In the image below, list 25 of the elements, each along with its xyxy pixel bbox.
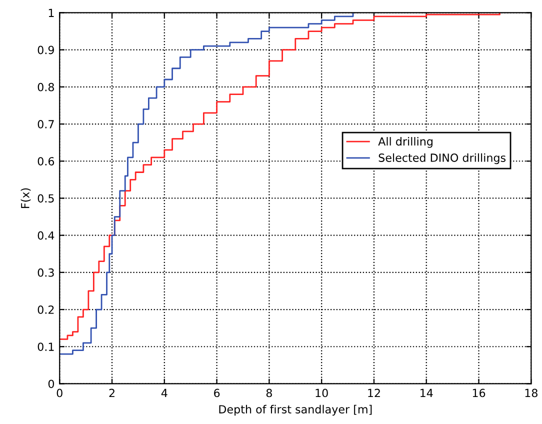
y-axis-title: F(x) bbox=[20, 188, 31, 208]
x-tick-label: 14 bbox=[420, 388, 433, 398]
x-tick-label: 10 bbox=[316, 388, 328, 398]
x-tick-label: 18 bbox=[525, 388, 538, 398]
y-tick-label: 0.3 bbox=[38, 268, 54, 277]
legend-label: All drilling bbox=[378, 137, 432, 148]
y-tick-label: 0.9 bbox=[38, 46, 54, 54]
x-tick-label: 8 bbox=[266, 388, 272, 398]
y-tick-label: 0.7 bbox=[38, 120, 54, 128]
y-tick-label: 0.1 bbox=[38, 342, 54, 351]
y-tick-label: 0 bbox=[48, 380, 54, 388]
y-tick-label: 0.8 bbox=[38, 82, 54, 92]
legend-label: Selected DINO drillings bbox=[378, 153, 506, 164]
x-tick-label: 6 bbox=[214, 388, 220, 398]
x-axis-title: Depth of first sandlayer [m] bbox=[219, 404, 372, 416]
y-tick-label: 0.6 bbox=[38, 157, 54, 166]
x-tick-label: 2 bbox=[109, 388, 114, 398]
y-tick-label: 0.5 bbox=[38, 194, 54, 203]
x-tick-label: 0 bbox=[56, 388, 62, 398]
x-tick-label: 12 bbox=[368, 388, 380, 398]
x-tick-label: 16 bbox=[472, 388, 486, 398]
x-tick-label: 4 bbox=[161, 388, 168, 398]
y-tick-label: 0.4 bbox=[38, 231, 54, 240]
y-tick-label: 1 bbox=[48, 8, 54, 17]
y-tick-label: 0.2 bbox=[38, 305, 54, 314]
